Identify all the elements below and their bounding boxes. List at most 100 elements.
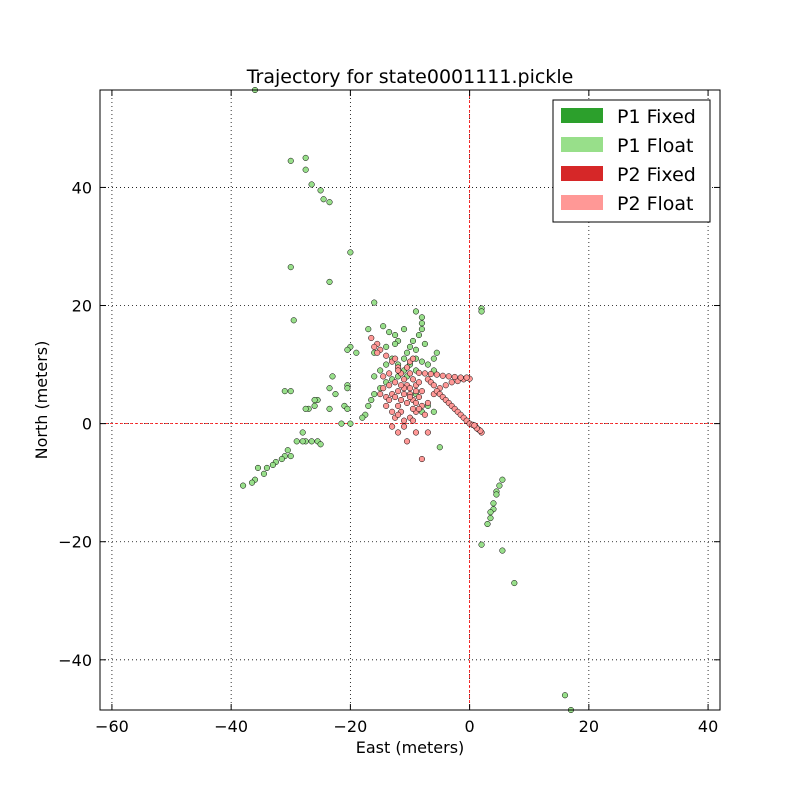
data-point <box>415 369 422 376</box>
y-tick-label: 0 <box>82 415 92 434</box>
data-point <box>248 479 256 486</box>
data-point <box>415 405 422 412</box>
data-point <box>499 476 506 483</box>
data-point <box>317 441 324 448</box>
data-point <box>400 355 408 362</box>
data-point <box>299 429 306 436</box>
data-point <box>445 373 452 380</box>
data-point <box>347 249 354 256</box>
data-point <box>457 374 464 381</box>
legend-label: P2 Float <box>617 193 694 215</box>
reference-lines <box>100 90 720 710</box>
data-point <box>403 349 411 356</box>
data-point <box>395 367 402 374</box>
legend-label: P1 Fixed <box>617 106 696 128</box>
data-point <box>365 326 372 333</box>
data-point <box>392 340 399 347</box>
data-point <box>263 464 270 471</box>
data-point <box>368 396 375 404</box>
data-point <box>418 358 425 365</box>
legend-swatch <box>561 108 603 123</box>
data-point <box>332 391 339 398</box>
data-point <box>374 349 381 356</box>
data-point <box>427 370 434 378</box>
data-point <box>344 385 351 392</box>
data-point <box>418 320 425 327</box>
data-point <box>400 391 408 398</box>
data-point <box>448 379 455 386</box>
data-point <box>308 438 315 445</box>
axis-ticks: −60 −40 −20 0 20 40 −40 −20 0 20 40 <box>58 90 720 736</box>
data-point <box>395 429 402 436</box>
data-point <box>400 423 408 430</box>
data-point <box>421 340 428 347</box>
data-point <box>487 515 494 522</box>
data-point <box>421 370 428 377</box>
data-point <box>471 422 478 429</box>
data-point <box>320 196 327 203</box>
data-point <box>395 411 402 418</box>
data-point <box>412 346 420 353</box>
data-point <box>400 417 408 424</box>
x-axis-label: East (meters) <box>356 738 465 757</box>
data-point <box>400 376 408 383</box>
data-point <box>415 379 422 386</box>
x-tick-label: 20 <box>579 717 599 736</box>
data-point <box>392 331 399 339</box>
data-point <box>418 455 425 463</box>
data-point <box>487 509 494 516</box>
data-point <box>403 438 411 445</box>
data-point <box>287 157 294 164</box>
data-point <box>493 491 500 498</box>
data-point <box>392 379 399 386</box>
data-point <box>478 308 485 315</box>
data-point <box>302 405 309 412</box>
data-point <box>433 371 440 378</box>
legend-label: P2 Fixed <box>617 164 696 186</box>
data-point <box>287 388 294 395</box>
x-tick-label: −20 <box>334 717 368 736</box>
legend-swatch <box>561 195 603 210</box>
data-point <box>329 373 336 380</box>
x-tick-label: −60 <box>95 717 129 736</box>
data-point <box>302 166 309 173</box>
data-point <box>380 385 387 392</box>
data-point <box>392 355 399 362</box>
data-point <box>439 372 446 379</box>
data-point <box>403 364 411 371</box>
data-point <box>412 308 420 315</box>
data-point <box>254 464 262 471</box>
legend: P1 Fixed P1 Float P2 Fixed P2 Float <box>552 99 711 223</box>
data-point <box>326 405 333 412</box>
data-point <box>269 461 276 469</box>
legend-swatch <box>561 166 603 181</box>
data-point <box>406 393 414 401</box>
data-point <box>383 343 390 350</box>
data-point <box>451 373 458 381</box>
data-point <box>463 374 470 381</box>
data-point <box>371 343 378 350</box>
data-point <box>326 278 333 285</box>
data-point <box>424 361 431 368</box>
data-point <box>561 692 569 699</box>
data-point <box>499 547 506 554</box>
x-tick-label: 40 <box>698 717 718 736</box>
data-point <box>386 370 393 377</box>
data-point <box>409 405 417 412</box>
data-point <box>326 199 333 206</box>
data-point <box>260 470 267 477</box>
data-point <box>377 367 384 374</box>
data-point <box>311 396 318 404</box>
data-point <box>380 373 387 380</box>
data-point <box>278 455 285 463</box>
data-point <box>368 334 375 342</box>
data-point <box>371 391 378 398</box>
data-point <box>383 361 390 368</box>
data-point <box>386 396 393 404</box>
data-point <box>478 541 485 548</box>
legend-label: P1 Float <box>617 135 694 157</box>
data-point <box>380 323 387 330</box>
data-point <box>418 388 425 395</box>
y-tick-label: −40 <box>58 651 92 670</box>
